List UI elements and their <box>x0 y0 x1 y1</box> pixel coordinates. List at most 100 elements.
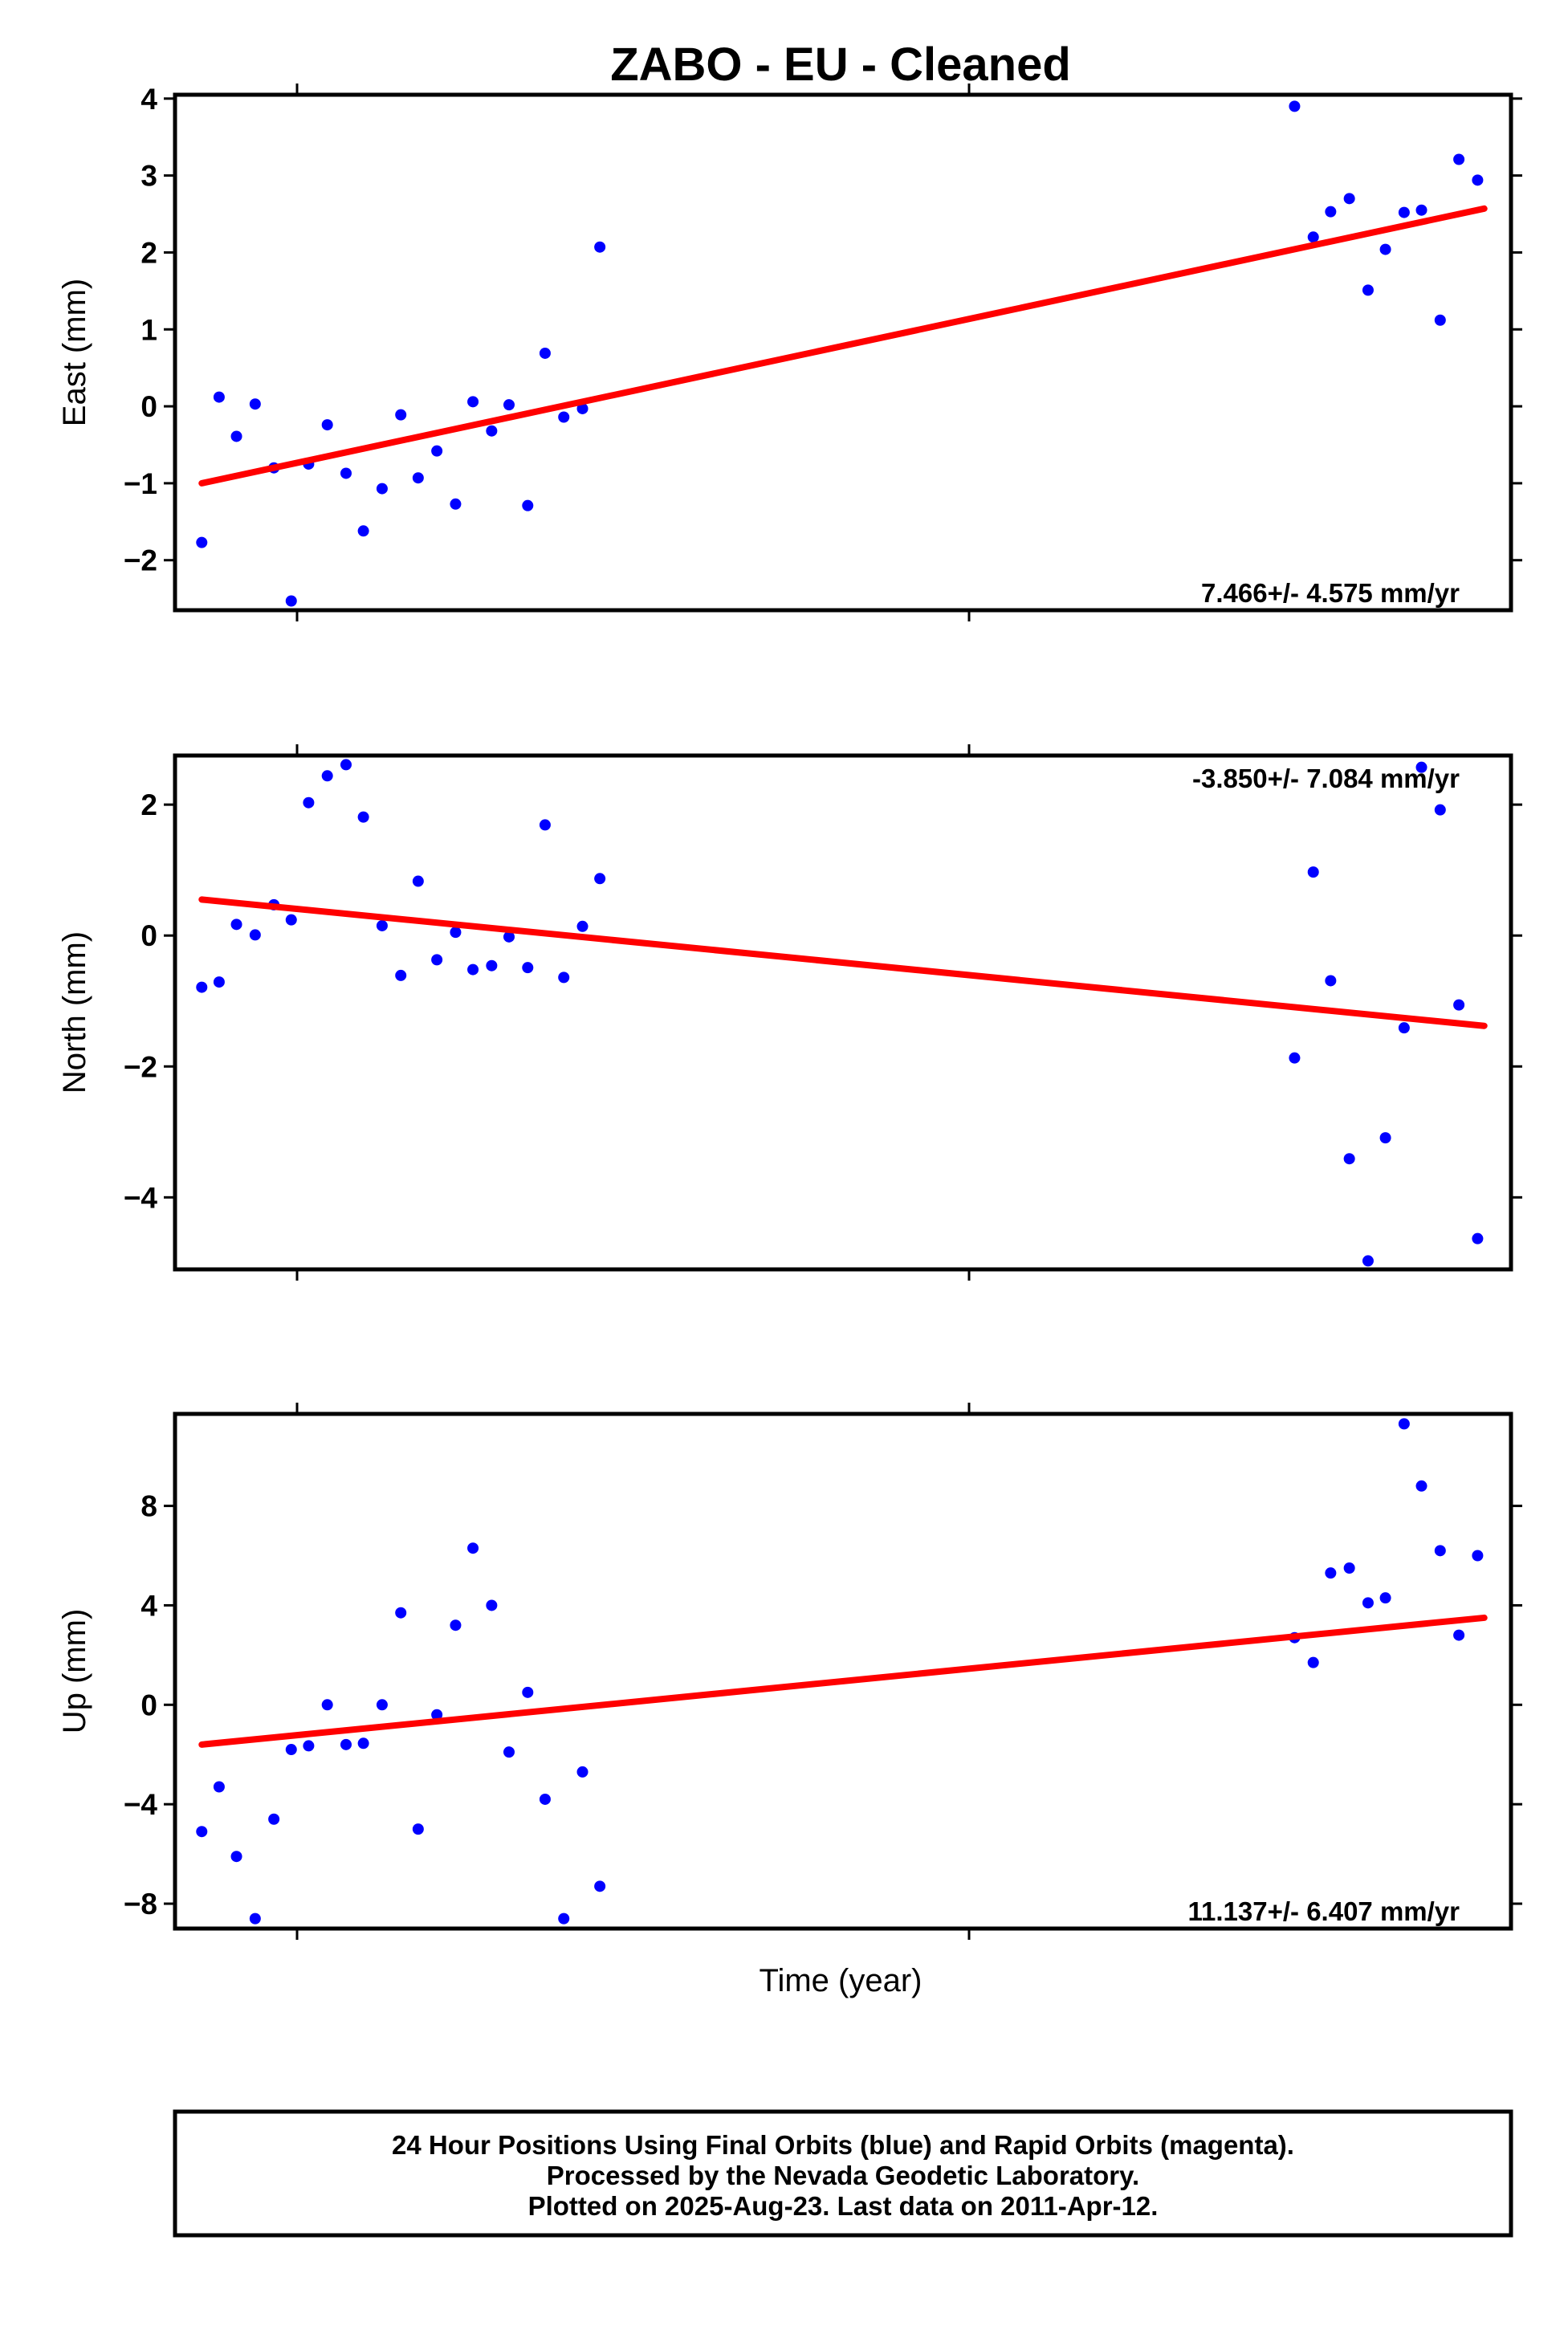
north-data-point <box>376 919 388 931</box>
up-data-point <box>1307 1656 1319 1668</box>
up-data-point <box>376 1699 388 1711</box>
north-data-point <box>503 931 515 943</box>
north-data-point <box>1379 1132 1391 1144</box>
east-data-point <box>1434 314 1446 326</box>
up-ytick-label: −8 <box>124 1888 157 1921</box>
north-data-point <box>594 873 606 885</box>
up-data-point <box>431 1709 443 1721</box>
east-ytick-label: 0 <box>141 390 157 423</box>
east-data-point <box>321 419 333 431</box>
up-data-point <box>412 1823 424 1835</box>
up-ytick-label: 4 <box>141 1589 157 1622</box>
north-data-point <box>1325 975 1337 987</box>
north-frame <box>173 753 1513 1272</box>
east-data-point <box>450 498 462 510</box>
north-data-point <box>558 972 570 984</box>
north-data-point <box>1434 804 1446 816</box>
up-data-point <box>230 1851 242 1863</box>
up-ytick-label: 0 <box>141 1688 157 1721</box>
east-data-point <box>357 525 369 537</box>
east-ytick-label: 1 <box>141 313 157 346</box>
north-ytick-label: 0 <box>141 919 157 952</box>
up-data-point <box>576 1766 589 1778</box>
north-data-point <box>412 875 424 887</box>
up-data-point <box>594 1880 606 1892</box>
north-data-point <box>213 976 225 988</box>
up-data-point <box>1325 1567 1337 1579</box>
east-data-point <box>539 347 551 359</box>
north-data-point <box>1362 1255 1374 1267</box>
east-data-point <box>376 483 388 495</box>
north-rate-label: -3.850+/- 7.084 mm/yr <box>1192 764 1460 793</box>
up-data-point <box>1362 1597 1374 1609</box>
up-panel: 8 4 0 −4 −8 Up (mm) 11.137+/- 6.407 mm/yr <box>57 1403 1522 1940</box>
up-data-point <box>1415 1480 1427 1492</box>
east-data-point <box>1325 206 1337 218</box>
north-data-point <box>321 770 333 782</box>
north-ytick-label: −2 <box>124 1050 157 1083</box>
north-data-point <box>1415 761 1427 773</box>
panels: 4 3 2 1 0 −1 −2 East (mm) 7.466+/- 4.575 mm/yr 2 0… <box>57 83 1522 1940</box>
up-data-point <box>1453 1629 1465 1641</box>
north-data-point <box>230 919 242 931</box>
up-data-point <box>1379 1592 1391 1604</box>
up-data-point <box>268 1813 280 1825</box>
east-data-point <box>1362 284 1374 296</box>
x-axis-label: Time (year) <box>760 1963 922 1998</box>
footer-box: 24 Hour Positions Using Final Orbits (bl… <box>173 2109 1513 2238</box>
north-ytick-label: 2 <box>141 788 157 821</box>
north-data-point <box>539 819 551 831</box>
north-data-point <box>1307 866 1319 878</box>
north-data-point <box>431 954 443 966</box>
east-data-point <box>522 499 534 511</box>
east-data-point <box>1379 243 1391 255</box>
up-data-point <box>196 1826 208 1838</box>
up-trend-line <box>198 1614 1488 1748</box>
east-data-point <box>576 402 589 414</box>
east-data-point <box>1415 204 1427 216</box>
north-ylabel: North (mm) <box>57 931 92 1094</box>
east-data-point <box>340 467 352 479</box>
north-data-point <box>357 811 369 823</box>
north-data-point <box>249 929 261 941</box>
north-data-point <box>196 981 208 993</box>
east-ytick-label: 3 <box>141 160 157 193</box>
east-ylabel: East (mm) <box>57 279 92 426</box>
north-data-point <box>1472 1232 1484 1244</box>
east-data-point <box>213 391 225 403</box>
north-ytick-label: −4 <box>124 1181 158 1214</box>
north-data-point <box>1453 999 1465 1011</box>
east-panel: 4 3 2 1 0 −1 −2 East (mm) 7.466+/- 4.575 mm/yr <box>57 83 1522 621</box>
up-data-point <box>1343 1562 1355 1574</box>
east-data-point <box>1398 206 1410 218</box>
east-data-point <box>1453 153 1465 165</box>
north-data-point <box>450 927 462 939</box>
east-data-point <box>230 430 242 442</box>
east-data-point <box>1472 174 1484 186</box>
up-data-point <box>558 1912 570 1925</box>
up-ytick-label: 8 <box>141 1490 157 1523</box>
north-trend-line <box>198 896 1488 1029</box>
north-data-point <box>522 962 534 974</box>
north-data-point <box>576 920 589 932</box>
footer-line-3: Plotted on 2025-Aug-23. Last data on 201… <box>528 2191 1159 2221</box>
footer-line-2: Processed by the Nevada Geodetic Laborat… <box>547 2161 1139 2190</box>
north-data-point <box>1398 1022 1410 1034</box>
east-rate-label: 7.466+/- 4.575 mm/yr <box>1201 578 1460 608</box>
east-data-point <box>1343 193 1355 205</box>
up-data-point <box>1434 1545 1446 1557</box>
up-data-point <box>1398 1418 1410 1430</box>
up-data-point <box>450 1619 462 1631</box>
north-data-point <box>395 969 407 981</box>
up-data-point <box>522 1686 534 1698</box>
north-data-point <box>340 759 352 771</box>
east-data-point <box>503 399 515 411</box>
up-data-point <box>303 1740 315 1752</box>
east-data-point <box>285 595 297 607</box>
east-data-point <box>431 445 443 457</box>
east-data-point <box>249 398 261 410</box>
east-ytick-label: 2 <box>141 236 157 269</box>
up-data-point <box>249 1912 261 1925</box>
north-data-point <box>285 914 297 926</box>
